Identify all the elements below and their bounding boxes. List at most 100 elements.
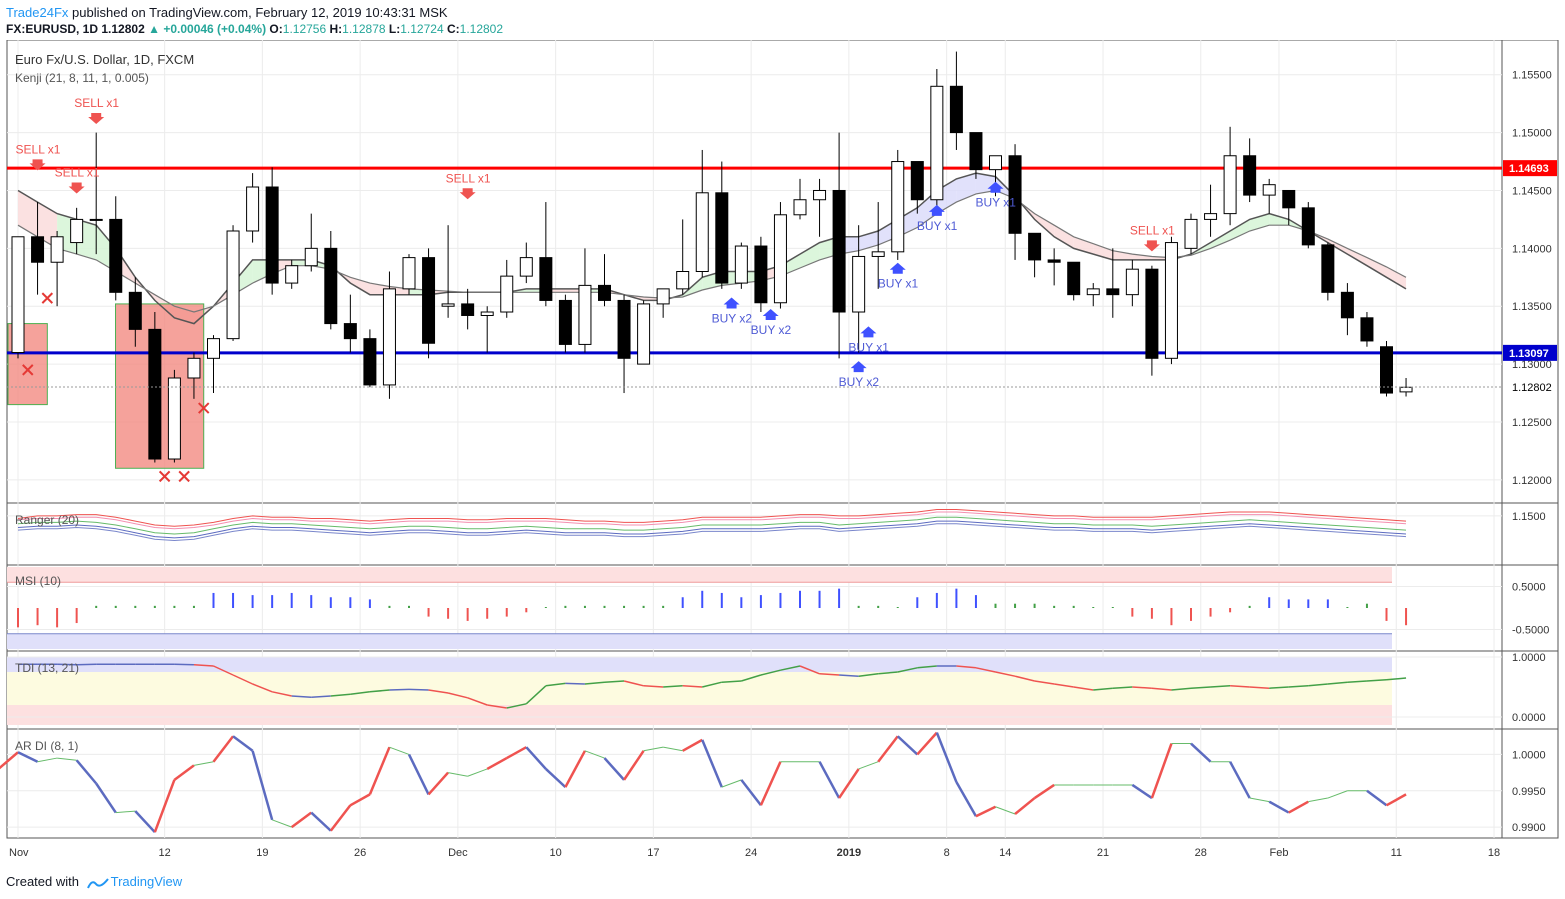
ardi-line-segment bbox=[623, 750, 645, 781]
symbol-label: FX:EURUSD, 1D bbox=[6, 22, 99, 36]
candle-bullish bbox=[1223, 155, 1237, 215]
kenji-cloud-segment bbox=[1347, 248, 1367, 266]
sell-signal-label: SELL x1 bbox=[1130, 223, 1175, 237]
candle-bullish bbox=[70, 218, 84, 244]
tdi-line-segment bbox=[487, 704, 507, 709]
candle-bearish bbox=[539, 257, 553, 301]
high-value: 1.12878 bbox=[342, 22, 386, 36]
ardi-line-segment bbox=[467, 768, 488, 777]
candle-bullish bbox=[891, 161, 905, 253]
tdi-line-segment bbox=[311, 695, 331, 698]
ardi-line-segment bbox=[1268, 800, 1290, 814]
ardi-line-segment bbox=[603, 757, 625, 781]
tdi-line-segment bbox=[506, 703, 527, 709]
ardi-line-segment bbox=[1385, 793, 1407, 807]
ardi-line-segment bbox=[271, 819, 292, 828]
tdi-line-segment bbox=[1054, 683, 1074, 688]
created-with-text: Created with bbox=[6, 874, 79, 889]
ardi-line-segment bbox=[368, 746, 391, 795]
ardi-tick-label: 0.9900 bbox=[1512, 822, 1546, 834]
ardi-line-segment bbox=[1033, 783, 1055, 800]
candle-bearish bbox=[1047, 259, 1061, 263]
chart-area[interactable]: 1.15500 1.15000 1.14500 1.14000 1.13500 1.130… bbox=[0, 40, 1565, 868]
tdi-line-segment bbox=[682, 685, 703, 688]
resistance-level-badge bbox=[1503, 160, 1557, 177]
low-value: 1.12724 bbox=[400, 22, 444, 36]
exit-x-icon bbox=[158, 470, 171, 483]
price-tick-label: 1.14500 bbox=[1512, 185, 1552, 197]
msi-lower-band bbox=[7, 633, 1392, 649]
candle-bullish bbox=[382, 288, 396, 386]
ardi-line-segment bbox=[1150, 743, 1173, 799]
ardi-line-segment bbox=[1288, 800, 1309, 814]
candle-bearish bbox=[1380, 346, 1393, 394]
time-axis-label: 26 bbox=[354, 847, 366, 859]
tdi-line-segment bbox=[408, 688, 429, 691]
ardi-line-segment bbox=[896, 735, 919, 756]
price-tick-label: 1.15500 bbox=[1512, 70, 1552, 82]
publisher-line: Trade24Fx published on TradingView.com, … bbox=[6, 5, 448, 20]
kenji-cloud-segment bbox=[956, 173, 976, 203]
tdi-line-segment bbox=[174, 663, 194, 666]
candle-bearish bbox=[1008, 155, 1022, 234]
msi-tick-label: -0.5000 bbox=[1512, 625, 1549, 637]
kenji-cloud-segment bbox=[1366, 257, 1387, 278]
candle-bearish bbox=[949, 85, 963, 134]
candle-bullish bbox=[852, 255, 866, 313]
candle-bullish bbox=[930, 85, 944, 201]
price-tick-label: 1.15000 bbox=[1512, 128, 1552, 140]
time-axis-label: 11 bbox=[1391, 847, 1402, 859]
candle-bullish bbox=[226, 230, 240, 340]
support-level-value: 1.13097 bbox=[1509, 348, 1549, 360]
ardi-line-segment bbox=[701, 739, 723, 788]
tdi-line-segment bbox=[721, 680, 742, 683]
ardi-line-segment bbox=[486, 756, 508, 771]
ranger-title: Ranger (20) bbox=[15, 513, 79, 527]
buy-signal-label: BUY x1 bbox=[848, 340, 889, 354]
ardi-line-segment bbox=[427, 771, 450, 796]
time-axis-label: 18 bbox=[1488, 847, 1500, 859]
candle-bullish bbox=[500, 275, 514, 313]
tdi-line-segment bbox=[1269, 686, 1289, 689]
ranger-lower-b-line bbox=[17, 523, 1407, 542]
tdi-line-segment bbox=[760, 669, 781, 676]
ardi-line-segment bbox=[935, 732, 958, 783]
ardi-line-segment bbox=[1366, 789, 1388, 807]
time-axis-label: 21 bbox=[1097, 847, 1109, 859]
candle-bullish bbox=[519, 257, 533, 277]
tdi-line-segment bbox=[1386, 677, 1407, 681]
open-value: 1.12756 bbox=[282, 22, 327, 36]
change-value: +0.00046 (+0.04%) bbox=[163, 22, 267, 36]
low-label: L: bbox=[388, 22, 401, 36]
candle-bearish bbox=[422, 257, 436, 344]
candle-bearish bbox=[1028, 232, 1042, 261]
tdi-line-segment bbox=[525, 685, 547, 705]
tdi-line-segment bbox=[917, 665, 937, 669]
ardi-line-segment bbox=[584, 750, 605, 759]
last-price-label: 1.12802 bbox=[1512, 382, 1552, 394]
candle-bearish bbox=[109, 218, 123, 293]
kenji-cloud-segment bbox=[1210, 230, 1231, 249]
ardi-line-segment bbox=[37, 757, 58, 763]
tdi-line-segment bbox=[819, 673, 840, 676]
time-axis-label: Dec bbox=[448, 847, 468, 859]
tdi-line-segment bbox=[858, 673, 879, 677]
tdi-line-segment bbox=[799, 665, 820, 675]
tradingview-link[interactable]: TradingView bbox=[110, 874, 183, 889]
ardi-line-segment bbox=[57, 757, 77, 761]
tdi-line-segment bbox=[76, 663, 97, 666]
kenji-cloud-segment bbox=[936, 178, 957, 214]
candle-bearish bbox=[1282, 189, 1296, 209]
buy-signal-label: BUY x2 bbox=[839, 375, 880, 389]
tradingview-logo-icon bbox=[86, 877, 109, 888]
exit-x-icon bbox=[41, 292, 54, 304]
ranger-upper-b-line bbox=[17, 511, 1407, 530]
price-tick-label: 1.14000 bbox=[1512, 243, 1552, 255]
candle-bearish bbox=[128, 291, 142, 330]
buy-arrow-icon bbox=[850, 361, 867, 373]
candle-bearish bbox=[910, 161, 924, 201]
publisher-name[interactable]: Trade24Fx bbox=[6, 5, 69, 20]
buy-arrow-icon bbox=[928, 204, 945, 216]
msi-upper-band bbox=[7, 567, 1392, 583]
time-axis-label: 12 bbox=[159, 847, 171, 859]
